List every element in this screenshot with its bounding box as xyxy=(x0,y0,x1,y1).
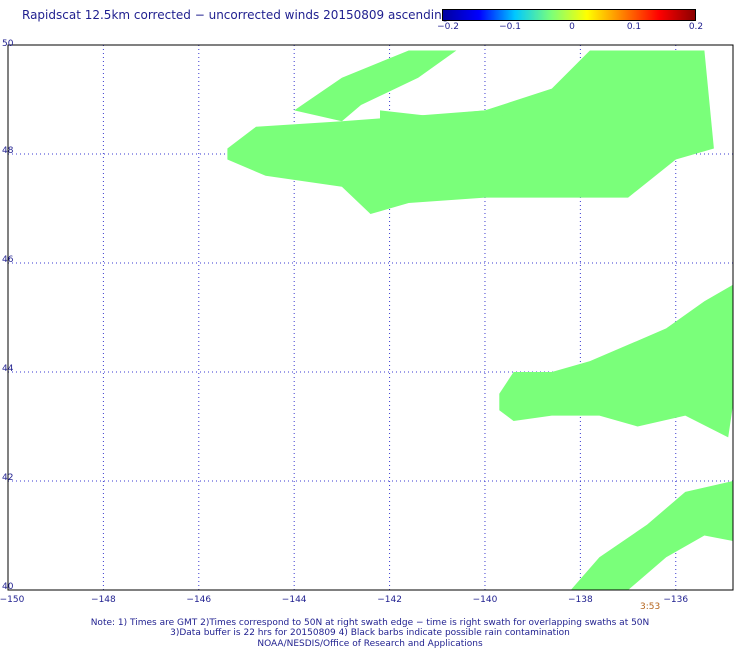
x-tick-label: −136 xyxy=(663,595,689,605)
plot-frame xyxy=(7,44,734,591)
x-tick-label: −144 xyxy=(281,595,307,605)
y-tick-label: 46 xyxy=(2,255,14,265)
grid-lines xyxy=(8,45,733,590)
data-region-0 xyxy=(227,50,714,214)
y-tick-label: 48 xyxy=(2,146,14,156)
x-tick-label: −146 xyxy=(186,595,212,605)
data-region-1 xyxy=(294,50,457,122)
colorbar xyxy=(442,9,696,21)
data-field xyxy=(227,50,733,590)
colorbar-tick-label: 0 xyxy=(569,22,575,32)
x-tick-label: −138 xyxy=(567,595,593,605)
y-tick-label: 42 xyxy=(2,473,14,483)
note-line-2: 3)Data buffer is 22 hrs for 20150809 4) … xyxy=(170,628,570,638)
data-region-3 xyxy=(499,284,733,438)
colorbar-tick-label: −0.2 xyxy=(437,22,459,32)
colorbar-tick-label: −0.1 xyxy=(499,22,521,32)
x-tick-label: −150 xyxy=(0,595,25,605)
x-tick-label: −148 xyxy=(91,595,116,605)
x-tick-label: −142 xyxy=(377,595,402,605)
chart-title: Rapidscat 12.5km corrected − uncorrected… xyxy=(22,8,450,22)
colorbar-tick-label: 0.1 xyxy=(626,22,642,32)
data-region-2 xyxy=(380,110,505,122)
note-line-3: NOAA/NESDIS/Office of Research and Appli… xyxy=(257,639,483,649)
data-region-4 xyxy=(570,481,733,590)
note-line-1: Note: 1) Times are GMT 2)Times correspon… xyxy=(90,618,650,628)
y-tick-label: 44 xyxy=(2,364,14,374)
y-tick-label: 40 xyxy=(2,582,14,592)
colorbar-tick-label: 0.2 xyxy=(688,22,704,32)
y-tick-label: 50 xyxy=(2,39,14,49)
x-tick-label: −140 xyxy=(472,595,498,605)
swath-time-label: 3:53 xyxy=(640,602,661,612)
